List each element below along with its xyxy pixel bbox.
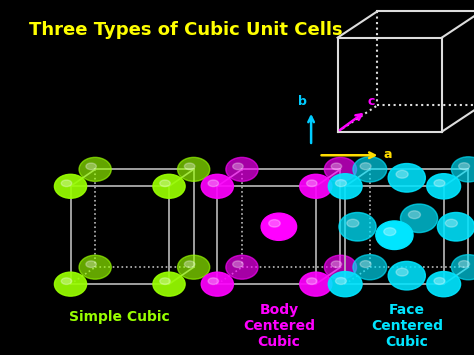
Ellipse shape (300, 272, 332, 296)
Ellipse shape (86, 163, 96, 170)
Ellipse shape (438, 213, 474, 241)
Ellipse shape (208, 180, 219, 187)
Ellipse shape (269, 220, 280, 227)
Ellipse shape (459, 261, 470, 268)
Ellipse shape (201, 174, 233, 198)
Ellipse shape (336, 180, 346, 187)
Text: Body
Centered
Cubic: Body Centered Cubic (243, 303, 315, 349)
Ellipse shape (61, 180, 72, 187)
Ellipse shape (201, 272, 233, 296)
Ellipse shape (61, 278, 72, 284)
Ellipse shape (226, 255, 258, 279)
Ellipse shape (261, 213, 297, 240)
Ellipse shape (160, 180, 170, 187)
Text: Face
Centered
Cubic: Face Centered Cubic (371, 303, 443, 349)
Ellipse shape (331, 261, 342, 268)
Ellipse shape (360, 163, 371, 170)
Ellipse shape (79, 255, 111, 279)
Ellipse shape (307, 180, 317, 187)
Ellipse shape (55, 174, 87, 198)
Ellipse shape (451, 157, 474, 182)
Text: Simple Cubic: Simple Cubic (69, 311, 170, 324)
Ellipse shape (328, 174, 362, 199)
Ellipse shape (396, 268, 408, 276)
Ellipse shape (178, 157, 210, 181)
Ellipse shape (233, 163, 243, 170)
Ellipse shape (178, 255, 210, 279)
Ellipse shape (401, 204, 438, 233)
Ellipse shape (226, 157, 258, 181)
Ellipse shape (324, 255, 356, 279)
Ellipse shape (353, 157, 387, 182)
Ellipse shape (153, 272, 185, 296)
Ellipse shape (427, 272, 461, 297)
Ellipse shape (339, 213, 376, 241)
Ellipse shape (55, 272, 87, 296)
Ellipse shape (184, 163, 195, 170)
Ellipse shape (409, 211, 420, 219)
Ellipse shape (153, 174, 185, 198)
Ellipse shape (384, 228, 396, 236)
Ellipse shape (434, 278, 445, 284)
Ellipse shape (331, 163, 342, 170)
Text: c: c (368, 95, 375, 108)
Ellipse shape (300, 174, 332, 198)
Ellipse shape (396, 170, 408, 178)
Ellipse shape (427, 174, 461, 199)
Ellipse shape (336, 278, 346, 284)
Text: Three Types of Cubic Unit Cells: Three Types of Cubic Unit Cells (29, 21, 343, 39)
Ellipse shape (208, 278, 219, 284)
Ellipse shape (160, 278, 170, 284)
Ellipse shape (233, 261, 243, 268)
Ellipse shape (451, 255, 474, 280)
Ellipse shape (353, 255, 387, 280)
Ellipse shape (360, 261, 371, 268)
Ellipse shape (445, 219, 457, 227)
Ellipse shape (347, 219, 359, 227)
Ellipse shape (388, 261, 425, 290)
Ellipse shape (307, 278, 317, 284)
Ellipse shape (328, 272, 362, 297)
Ellipse shape (459, 163, 470, 170)
Ellipse shape (434, 180, 445, 187)
Ellipse shape (388, 164, 425, 192)
Ellipse shape (324, 157, 356, 181)
Ellipse shape (79, 157, 111, 181)
Text: a: a (383, 148, 392, 161)
Ellipse shape (184, 261, 195, 268)
Ellipse shape (376, 221, 413, 250)
Text: b: b (298, 95, 307, 108)
Ellipse shape (86, 261, 96, 268)
